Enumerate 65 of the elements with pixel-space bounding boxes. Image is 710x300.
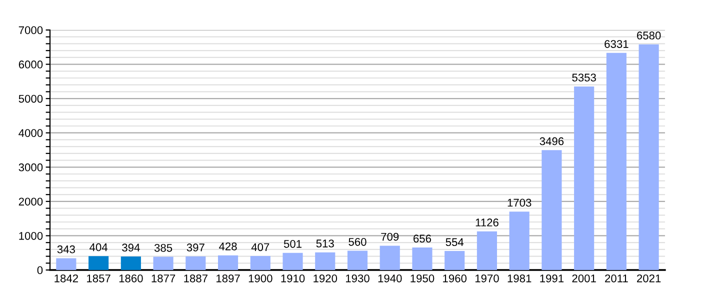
- x-tick-label: 1910: [281, 274, 305, 282]
- y-tick-label: 4000: [18, 129, 43, 137]
- bar: [412, 248, 432, 270]
- bar: [88, 256, 109, 270]
- bar: [315, 252, 336, 270]
- data-label: 397: [186, 244, 204, 252]
- data-label: 343: [57, 245, 75, 254]
- data-label: 501: [284, 240, 302, 248]
- bar: [218, 255, 238, 270]
- x-tick-label: 2011: [605, 274, 628, 282]
- bar: [638, 44, 659, 270]
- data-label: 385: [154, 244, 172, 252]
- x-tick-label: 1940: [378, 274, 402, 282]
- x-tick-label: 1857: [87, 274, 110, 282]
- data-label: 513: [316, 240, 334, 248]
- x-tick-label: 1991: [540, 274, 564, 282]
- bar: [120, 256, 141, 270]
- bar: [542, 150, 562, 270]
- bar: [347, 250, 368, 270]
- y-tick-label: 7000: [18, 26, 43, 34]
- data-label: 404: [90, 243, 108, 252]
- x-tick-label: 1920: [314, 274, 338, 282]
- bar: [444, 251, 465, 270]
- x-tick-label: 1897: [216, 274, 240, 282]
- data-label: 5353: [572, 74, 596, 82]
- bar: [380, 246, 400, 270]
- x-tick-label: 1900: [248, 274, 272, 282]
- x-tick-label: 1930: [346, 274, 370, 282]
- x-tick-label: 1842: [54, 274, 78, 282]
- data-label: 560: [348, 238, 366, 246]
- y-tick-label: 1000: [19, 232, 43, 240]
- data-label: 656: [414, 234, 432, 243]
- data-label: 6331: [604, 40, 628, 48]
- data-label: 1126: [476, 218, 498, 226]
- data-label: 3496: [540, 137, 564, 146]
- y-tick-label: 6000: [18, 60, 43, 68]
- x-tick-label: 2021: [637, 274, 661, 282]
- x-tick-label: 1877: [152, 274, 176, 282]
- x-tick-label: 1960: [443, 274, 467, 282]
- y-tick-label: 0: [37, 266, 43, 274]
- bar: [186, 256, 206, 270]
- x-tick-label: 1970: [475, 274, 499, 282]
- y-tick-label: 2000: [18, 198, 43, 206]
- bar: [476, 231, 498, 270]
- bar: [606, 52, 626, 270]
- x-tick-label: 1887: [184, 274, 208, 282]
- data-label: 6580: [637, 32, 661, 40]
- bar: [250, 256, 270, 270]
- x-tick-label: 1981: [508, 274, 532, 282]
- bar: [56, 258, 76, 270]
- y-tick-label: 3000: [18, 163, 43, 172]
- data-label: 1703: [508, 198, 532, 207]
- bar: [509, 212, 530, 270]
- bar: [153, 256, 174, 270]
- x-tick-label: 2001: [572, 274, 596, 282]
- data-label: 428: [219, 242, 237, 250]
- x-tick-label: 1860: [119, 274, 143, 282]
- bar: [282, 252, 303, 270]
- data-label: 554: [446, 238, 464, 246]
- y-tick-label: 5000: [18, 94, 43, 103]
- data-label: 394: [122, 244, 140, 252]
- bar: [574, 86, 594, 270]
- data-label: 709: [381, 232, 399, 241]
- data-label: 407: [251, 243, 270, 252]
- x-tick-label: 1950: [410, 274, 434, 282]
